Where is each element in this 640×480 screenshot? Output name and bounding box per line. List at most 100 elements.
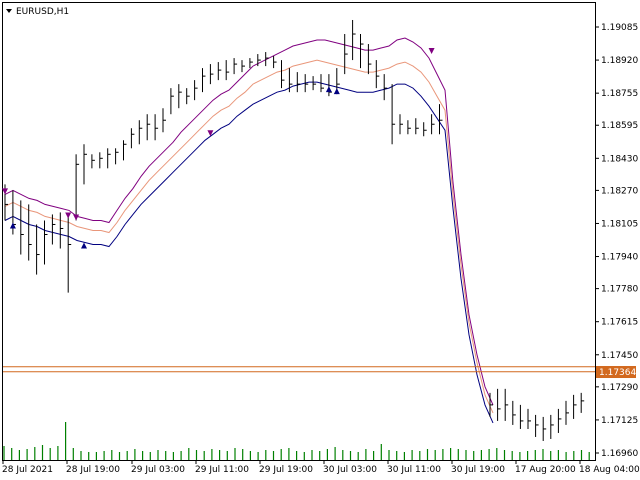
ohlc-bar: [296, 72, 301, 93]
chart-frame: [2, 2, 596, 461]
ohlc-bar: [51, 214, 56, 245]
ohlc-bar: [115, 148, 119, 165]
ohlc-bar: [146, 114, 151, 141]
ohlc-bar: [99, 152, 103, 169]
sell-arrow-icon: [428, 48, 435, 55]
current-price-line: [3, 366, 595, 373]
price-tick-label: 1.17450: [601, 351, 638, 361]
buy-arrow-icon: [325, 86, 332, 93]
price-tick-label: 1.18270: [601, 186, 638, 196]
time-tick-label: 30 Jul 11:00: [387, 465, 441, 475]
current-price-label: 1.17364: [599, 368, 636, 378]
price-tick-label: 1.17125: [601, 416, 638, 426]
time-tick-label: 29 Jul 11:00: [195, 465, 249, 475]
price-tick-label: 1.18430: [601, 154, 638, 164]
ohlc-bar: [352, 19, 356, 61]
ohlc-bar: [162, 108, 166, 133]
ohlc-bar: [288, 68, 293, 93]
ohlc-bar: [423, 122, 427, 137]
ohlc-bar: [91, 154, 95, 169]
ohlc-bar: [209, 64, 214, 85]
ohlc-bar: [36, 224, 40, 275]
ohlc-bar: [273, 56, 277, 69]
ohlc-bar: [44, 220, 48, 265]
price-tick-label: 1.18755: [601, 89, 638, 99]
ohlc-bar: [527, 408, 531, 429]
price-tick-label: 1.19085: [601, 23, 638, 33]
ohlc-bar: [194, 80, 198, 101]
ohlc-bar: [407, 120, 411, 135]
ohlc-bar: [367, 44, 372, 75]
ohlc-bar: [375, 60, 380, 89]
buy-arrow-icon: [333, 88, 340, 95]
triangle-down-icon[interactable]: [6, 9, 12, 13]
ohlc-bar: [107, 148, 111, 169]
ohlc-bar: [178, 84, 182, 109]
ohlc-bar: [391, 84, 396, 145]
sell-arrow-icon: [2, 188, 8, 195]
ohlc-bar: [67, 214, 72, 293]
ohlc-bar: [431, 114, 435, 135]
ohlc-bar: [265, 52, 269, 67]
sell-arrow-icon: [73, 214, 80, 221]
price-tick-label: 1.17615: [601, 318, 638, 328]
ohlc-bar: [59, 212, 64, 249]
current-price-badge: [596, 366, 636, 379]
ohlc-bar: [28, 204, 32, 261]
time-tick-label: 17 Aug 20:00: [515, 465, 576, 475]
ohlc-bar: [504, 388, 509, 421]
ohlc-bar: [249, 58, 253, 69]
ohlc-bar: [225, 60, 230, 81]
volume-histogram: [3, 422, 590, 460]
ohlc-bar: [535, 414, 539, 437]
time-tick-label: 28 Jul 2021: [2, 465, 53, 475]
ohlc-bar: [497, 388, 501, 421]
price-tick-label: 1.17940: [601, 253, 638, 263]
time-tick-label: 29 Jul 19:00: [259, 465, 313, 475]
price-tick-label: 1.17290: [601, 383, 638, 393]
lower-band-line: [4, 81, 494, 424]
time-axis: 28 Jul 2021 28 Jul 19:00 29 Jul 03:00 29 Ju…: [2, 460, 640, 475]
middle-band-line: [4, 59, 494, 414]
signal-arrows: [2, 48, 435, 249]
ohlc-bar: [154, 114, 159, 141]
ohlc-bar: [399, 114, 403, 135]
ohlc-bar: [580, 392, 585, 413]
ohlc-bar: [415, 118, 419, 135]
ohlc-bar: [344, 34, 348, 75]
ohlc-bar: [383, 74, 388, 101]
ohlc-bar: [360, 34, 364, 69]
ohlc-bar: [75, 154, 80, 221]
chart-title: EURUSD,H1: [6, 7, 69, 17]
sell-arrow-icon: [65, 212, 72, 219]
ohlc-bar: [281, 60, 285, 89]
ohlc-bar: [130, 128, 135, 149]
ohlc-bar: [573, 394, 577, 419]
sell-arrow-icon: [207, 130, 214, 137]
ohlc-bar: [489, 392, 493, 417]
ohlc-bar: [320, 74, 324, 93]
time-tick-label: 18 Aug 04:00: [579, 465, 640, 475]
ohlc-bar: [257, 54, 261, 67]
price-tick-label: 1.17780: [601, 285, 638, 295]
price-tick-label: 1.18595: [601, 121, 638, 131]
ohlc-bar: [512, 400, 516, 425]
time-tick-label: 30 Jul 03:00: [323, 465, 377, 475]
ohlc-bar: [186, 88, 190, 105]
ohlc-bar: [557, 408, 562, 433]
ohlc-bar: [20, 200, 24, 255]
ohlc-bar: [241, 60, 245, 73]
price-bars: [4, 19, 585, 441]
ohlc-bar: [202, 68, 206, 93]
ohlc-bar: [542, 416, 547, 441]
ohlc-bar: [439, 104, 443, 135]
price-tick-label: 1.18920: [601, 56, 638, 66]
envelope-bands: [4, 37, 494, 424]
time-tick-label: 28 Jul 19:00: [66, 465, 120, 475]
upper-band-line: [4, 37, 494, 406]
price-axis: 1.19085 1.18920 1.18755 1.18595 1.18430 1.182…: [595, 23, 638, 459]
ohlc-bar: [304, 74, 309, 93]
ohlc-bar: [123, 140, 127, 161]
